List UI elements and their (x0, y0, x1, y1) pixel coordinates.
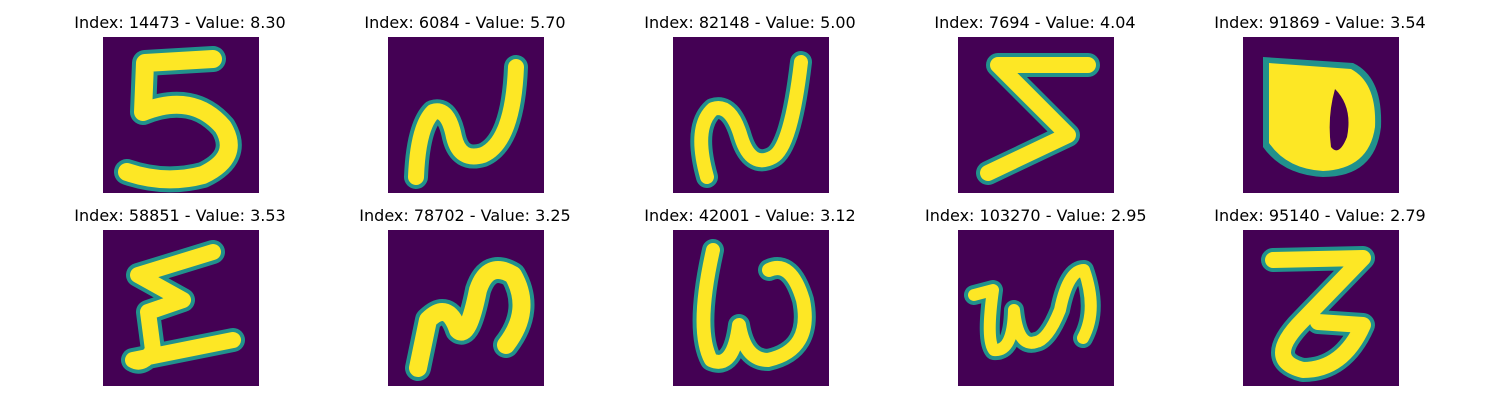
panel-8: Index: 42001 - Value: 3.12 (640, 205, 860, 386)
digit-image-w (673, 230, 829, 386)
panel-title: Index: 14473 - Value: 8.30 (74, 13, 286, 32)
panel-title: Index: 7694 - Value: 4.04 (934, 13, 1136, 32)
panel-title: Index: 82148 - Value: 5.00 (644, 13, 856, 32)
digit-image-sigma (958, 37, 1114, 193)
panel-10: Index: 95140 - Value: 2.79 (1210, 205, 1430, 386)
panel-9: Index: 103270 - Value: 2.95 (925, 205, 1147, 386)
digit-image-n (388, 37, 544, 193)
panel-2: Index: 6084 - Value: 5.70 (355, 12, 575, 193)
digit-image-w (958, 230, 1114, 386)
digit-image-d (1243, 37, 1399, 193)
panel-title: Index: 42001 - Value: 3.12 (644, 206, 856, 225)
panel-4: Index: 7694 - Value: 4.04 (925, 12, 1145, 193)
panel-7: Index: 78702 - Value: 3.25 (355, 205, 575, 386)
panel-title: Index: 58851 - Value: 3.53 (74, 206, 286, 225)
digit-image-z (1243, 230, 1399, 386)
digit-image-n (388, 230, 544, 386)
panel-3: Index: 82148 - Value: 5.00 (640, 12, 860, 193)
panel-5: Index: 91869 - Value: 3.54 (1210, 12, 1430, 193)
panel-title: Index: 6084 - Value: 5.70 (364, 13, 566, 32)
panel-title: Index: 103270 - Value: 2.95 (925, 206, 1147, 225)
digit-image-n (673, 37, 829, 193)
panel-title: Index: 91869 - Value: 3.54 (1214, 13, 1426, 32)
panel-6: Index: 58851 - Value: 3.53 (70, 205, 290, 386)
panel-1: Index: 14473 - Value: 8.30 (70, 12, 290, 193)
digit-image-sigma (103, 230, 259, 386)
panel-title: Index: 95140 - Value: 2.79 (1214, 206, 1426, 225)
digit-image-5 (103, 37, 259, 193)
panel-title: Index: 78702 - Value: 3.25 (359, 206, 571, 225)
